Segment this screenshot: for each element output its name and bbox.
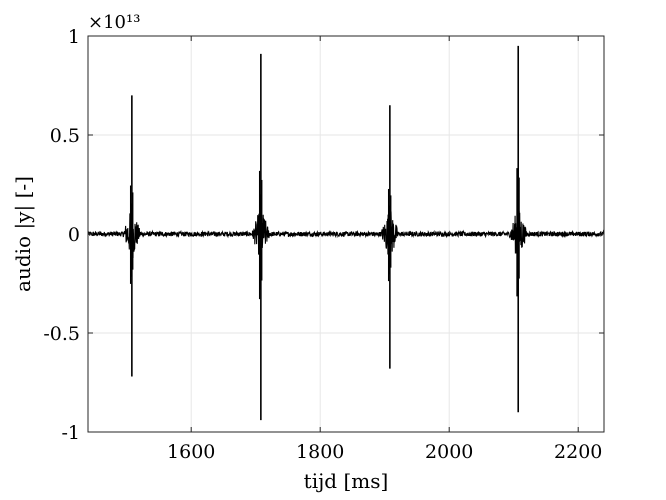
plot-area: [88, 45, 604, 421]
y-tick-label: 1: [68, 26, 80, 48]
burst-spike: [258, 53, 263, 421]
burst-spike: [516, 45, 520, 413]
y-tick-label: -0.5: [43, 323, 80, 345]
y-exponent-label: ×10¹³: [88, 12, 140, 33]
burst-spike: [129, 95, 134, 377]
x-tick-label: 1800: [296, 441, 344, 463]
y-tick-label: -1: [61, 422, 80, 444]
x-tick-label: 1600: [167, 441, 215, 463]
y-axis-title: audio |y| [-]: [11, 176, 36, 292]
burst-spike: [387, 105, 392, 369]
spike-group: [129, 45, 520, 421]
x-axis-title: tijd [ms]: [304, 469, 389, 493]
x-tick-labels: 1600 1800 2000 2200: [167, 441, 602, 463]
y-tick-label: 0: [68, 224, 80, 246]
x-tick-label: 2000: [425, 441, 473, 463]
y-tick-labels: 1 0.5 0 -0.5 -1: [43, 26, 80, 444]
y-tick-label: 0.5: [50, 125, 80, 147]
ticks: [88, 35, 604, 433]
x-tick-label: 2200: [554, 441, 602, 463]
